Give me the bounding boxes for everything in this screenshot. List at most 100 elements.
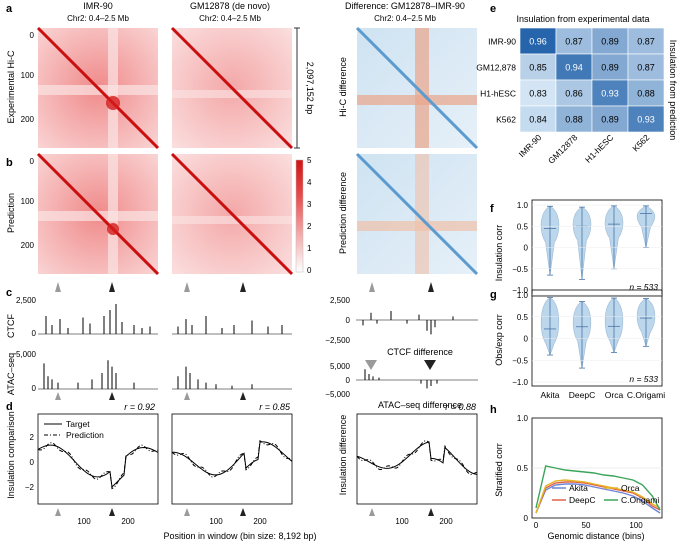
- violin-g-axes: [531, 289, 663, 387]
- heatmap-cell-label: 0.84: [529, 115, 547, 125]
- marker-gray-d3: [369, 508, 375, 516]
- violin-f-n-label: n = 533: [629, 282, 658, 292]
- legend-prediction-label: Prediction: [66, 430, 104, 440]
- insulation-prediction-line: [356, 440, 478, 475]
- heatmap-cell: [519, 105, 557, 133]
- heatmap-row-label: IMR-90: [488, 37, 516, 47]
- insulation-xtick-200-c3: 200: [439, 517, 453, 526]
- violin-f-axes: [531, 199, 663, 297]
- map-b-imr90-tad: [107, 223, 119, 235]
- map-b-ytick-200: 200: [21, 241, 35, 250]
- insulation-curves-imr90: [37, 442, 159, 490]
- heatmap-cell: [519, 53, 557, 81]
- hic-maps: 0 100 200 0 100 200: [21, 26, 479, 276]
- panel-letter-a: a: [6, 3, 13, 15]
- heatmap-cell-label: 0.96: [529, 37, 547, 47]
- violin-ytick: −1.0: [512, 286, 528, 295]
- atac-diff-ytick-0: 0: [346, 376, 351, 385]
- heatmap-cell-label: 0.89: [601, 115, 619, 125]
- marker-black-d2: [240, 508, 246, 516]
- violin-ytick: 0: [524, 244, 529, 253]
- heatmap-cell: [555, 53, 593, 81]
- heatmap-col-labels: IMR-90 GM12878 H1-hESC K562: [517, 132, 652, 166]
- panel-letter-g: g: [490, 289, 497, 301]
- map-b-ytick-0: 0: [30, 157, 35, 166]
- insulation-difference-label: Insulation difference: [338, 415, 348, 495]
- heatmap-cell: [591, 27, 629, 55]
- insulation-curves-difference: [356, 440, 478, 475]
- insulation-target-line: [37, 444, 159, 488]
- violin-model-labels: Akita DeepC Orca C.Origami: [541, 390, 666, 400]
- heatmap-cell-label: 0.85: [529, 63, 547, 73]
- marker-black-d3: [428, 508, 434, 516]
- map-a-ytick-0: 0: [30, 31, 35, 40]
- r-value-imr90: r = 0.92: [124, 402, 155, 412]
- col3-title: Difference: GM12878–IMR-90: [345, 1, 465, 11]
- ctcf-diff-ytick-top: 2,500: [330, 296, 351, 305]
- map-a-gm12878: [170, 26, 294, 150]
- atac-track-gm12878: [172, 366, 292, 390]
- map-b-difference: [355, 152, 479, 276]
- stratified-xtick-50: 50: [582, 521, 591, 530]
- marker-gray-c1: [55, 282, 61, 292]
- heatmap-col-label: IMR-90: [517, 132, 544, 159]
- panel-letter-d: d: [6, 401, 13, 413]
- insulation-prediction-line: [37, 442, 159, 490]
- marker-black-c1: [109, 282, 115, 292]
- heatmap-cell: [591, 105, 629, 133]
- insulation-prediction-line: [171, 439, 293, 478]
- heatmap-cell: [555, 79, 593, 107]
- map-b-diff-stripe-h: [357, 221, 477, 231]
- col3-region: Chr2: 0.4–2.5 Mb: [374, 14, 436, 23]
- insulation-target-line: [171, 441, 293, 476]
- panel-letter-f: f: [490, 203, 494, 215]
- insulation-axes-imr90: [37, 413, 159, 505]
- violin-ytick: 0.5: [517, 313, 529, 322]
- atac-ytick-top: 5,000: [16, 350, 37, 359]
- panel-letter-e: e: [490, 3, 496, 15]
- colorbar-tick-0: 0: [307, 266, 312, 275]
- map-a-imr90-diagonal: [36, 26, 160, 150]
- heatmap-cell-label: 0.93: [601, 89, 619, 99]
- violin-g-shapes: [540, 297, 656, 369]
- insulation-xlabel: Position in window (bin size: 8,192 bp): [163, 531, 316, 541]
- heatmap-cell-label: 0.93: [637, 115, 655, 125]
- ctcf-label: CTCF: [6, 314, 16, 338]
- marker-gray-c3: [369, 282, 375, 292]
- marker-black-c3: [428, 282, 434, 292]
- heatmap-cell: [627, 53, 665, 81]
- insulation-xtick-200-c2: 200: [253, 517, 267, 526]
- heatmap-cell-label: 0.83: [529, 89, 547, 99]
- stratified-ytick-0: 0: [524, 514, 529, 523]
- legend-target-label: Target: [66, 419, 90, 429]
- ctcf-difference-label: CTCF difference: [387, 347, 453, 357]
- legend-orca-label: Orca: [621, 483, 640, 493]
- atac-diff-ytick-bottom: −5,000: [325, 390, 350, 399]
- map-a-ytick-200: 200: [21, 115, 35, 124]
- col2-title: GM12878 (de novo): [190, 1, 270, 11]
- violin-ytick: 0.5: [517, 222, 529, 231]
- violin-model-label: Akita: [541, 390, 560, 400]
- panel-letter-b: b: [6, 157, 13, 169]
- panel-c-tracks: CTCF ATAC–seq 2,500 0 5,000 0 2,500 0 −2…: [6, 296, 478, 410]
- marker-black-c2: [240, 282, 246, 292]
- heatmap-cell: [627, 105, 665, 133]
- heatmap-cell: [591, 79, 629, 107]
- ctcf-diff-ytick-bottom: −2,500: [325, 336, 350, 345]
- insulation-xtick-100-c2: 100: [209, 517, 223, 526]
- marker-black-d1: [109, 508, 115, 516]
- col2-region: Chr2: 0.4–2.5 Mb: [199, 14, 261, 23]
- map-b-imr90: [36, 152, 160, 276]
- ctcf-difference-track: [362, 311, 454, 335]
- stratified-series-deepc: [535, 481, 661, 514]
- stratified-xtick-100: 100: [629, 521, 643, 530]
- heatmap-col-label: GM12878: [546, 132, 580, 166]
- panel-f-violin: Insulation corr 1.0 0.5 0 −0.5 −1.0 n = 533: [494, 199, 663, 297]
- legend-corigami-label: C.Origami: [621, 495, 659, 505]
- insulation-ytick-0: 0: [30, 458, 35, 467]
- marker-gray-c-row1: [55, 392, 61, 400]
- map-a-imr90-tad: [106, 96, 120, 110]
- heatmap-side-label: Insulation from prediction: [668, 40, 678, 141]
- map-b-gm12878-stripe-h: [172, 216, 292, 224]
- ctcf-ytick-0: 0: [32, 329, 37, 338]
